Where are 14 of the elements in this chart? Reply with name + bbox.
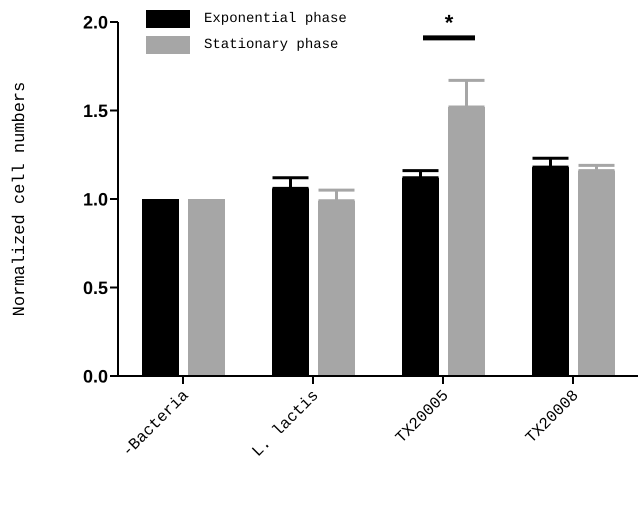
y-tick-label: 2.0 (82, 12, 108, 32)
y-tick-label: 1.5 (82, 100, 108, 121)
bar (448, 106, 485, 376)
y-tick-label: 0.0 (82, 366, 108, 386)
bar (318, 200, 355, 376)
significance-bracket: * (423, 10, 475, 40)
y-tick-label: 1.0 (82, 189, 108, 210)
bar (188, 199, 225, 376)
annotation: * (444, 10, 454, 35)
bar (578, 170, 615, 376)
legend-label: Stationary phase (204, 37, 338, 53)
legend-label: Exponential phase (204, 11, 347, 27)
y-axis-title: Normalized cell numbers (11, 82, 30, 316)
y-tick-label: 0.5 (82, 278, 108, 298)
